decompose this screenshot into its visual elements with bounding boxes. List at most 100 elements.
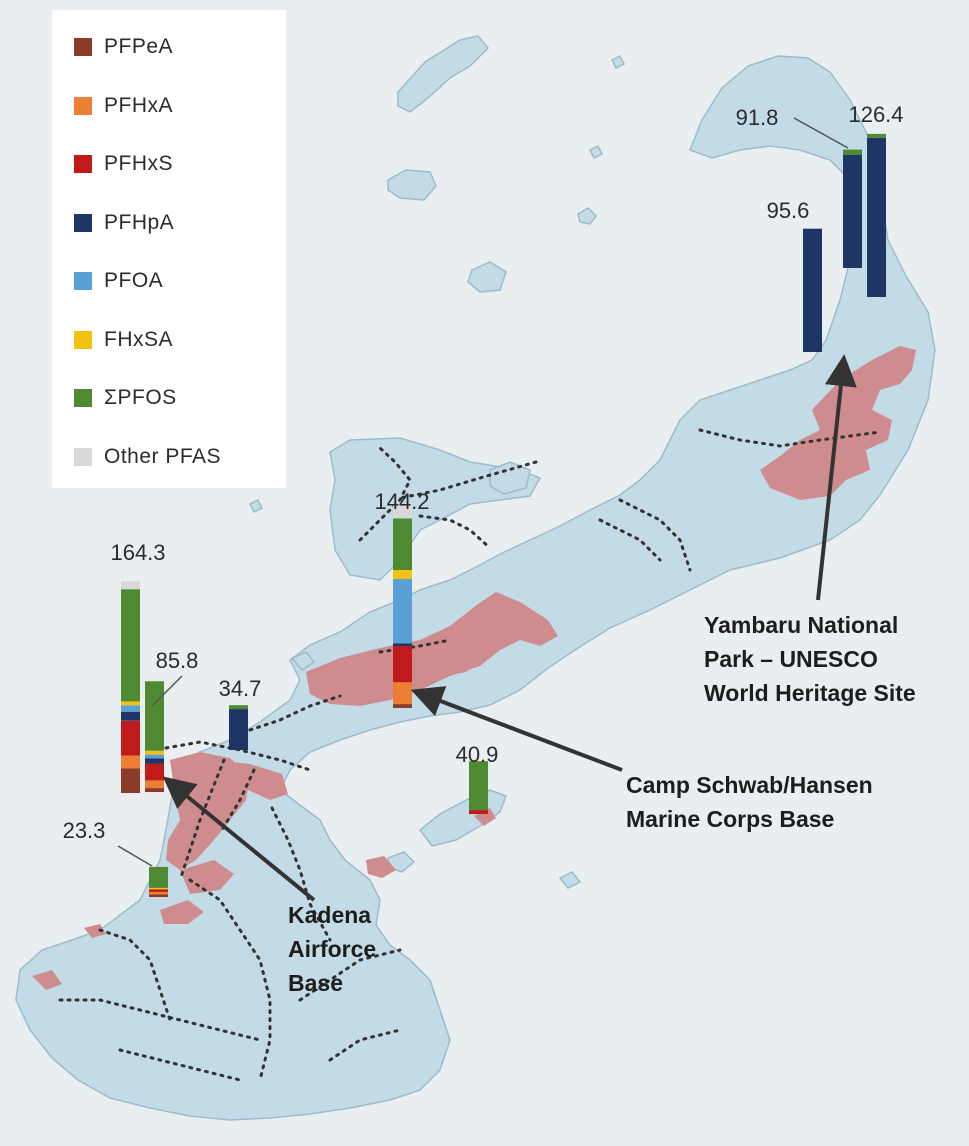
bar-segment-pfos: [121, 589, 140, 702]
label-leader-line: [151, 675, 183, 707]
bar-segment-pfos: [393, 518, 412, 570]
bar-segment-pfhxa: [121, 755, 140, 769]
bar-segment-pfhxs: [149, 889, 168, 892]
bar-segment-pfos: [149, 866, 168, 888]
bar-segment-pfpea: [145, 788, 164, 792]
bar-total-label: 144.2: [374, 489, 429, 514]
label-leader-line: [117, 845, 153, 867]
legend-label: PFHxA: [104, 93, 174, 117]
bar-segment-pfhpa: [393, 643, 412, 647]
bar-total-label: 91.8: [736, 105, 779, 130]
bar-segment-pfpea: [121, 768, 140, 793]
military-area-island: [474, 808, 496, 826]
bar-total-label: 95.6: [767, 198, 810, 223]
label-kadena: Kadena Airforce Base: [288, 902, 377, 996]
legend: PFPeA PFHxA PFHxS PFHpA PFOA FHxSA ΣPFOS Other …: [52, 10, 286, 488]
municipal-boundaries: [58, 428, 882, 1082]
bar-total-label: 40.9: [456, 742, 499, 767]
legend-label: ΣPFOS: [104, 386, 177, 410]
legend-item: PFPeA: [74, 18, 286, 77]
military-area-east-small: [366, 856, 396, 878]
bar-total-label: 85.8: [156, 648, 199, 673]
islet-west-2: [248, 498, 264, 514]
site-bar-85.8: 85.8: [145, 648, 198, 792]
bar-segment-pfhxa: [145, 780, 164, 789]
islet-2: [610, 54, 626, 70]
bar-segment-pfoa: [145, 754, 164, 759]
legend-label: FHxSA: [104, 327, 174, 351]
legend-item: PFOA: [74, 252, 286, 311]
bar-segment-pfoa: [393, 579, 412, 644]
bar-total-label: 126.4: [848, 102, 903, 127]
bar-segment-pfos: [229, 705, 248, 710]
legend-item: FHxSA: [74, 311, 286, 370]
site-bar-126.4: 126.4: [848, 102, 904, 297]
legend-swatch: [74, 447, 92, 466]
island-north-small: [387, 169, 437, 201]
legend-label: PFPeA: [104, 35, 174, 59]
legend-item: Other PFAS: [74, 428, 286, 487]
island-mid: [467, 261, 507, 293]
site-bar-34.7: 34.7: [219, 676, 262, 750]
bar-segment-otherpfas: [393, 505, 412, 519]
bar-segment-pfhpa: [843, 154, 862, 268]
bar-segment-pfhpa: [121, 711, 140, 721]
pfas-bar-charts: 164.3 85.8 34.7 144.2 23.3 40.9 95.6 91.8 126.4: [63, 102, 904, 897]
island-east-3: [558, 871, 582, 889]
bar-segment-pfpea: [393, 704, 412, 708]
legend-swatch: [74, 389, 92, 408]
military-area-schwab: [306, 592, 558, 706]
bar-segment-pfhpa: [867, 137, 886, 297]
bar-segment-pfos: [145, 681, 164, 751]
islet-1: [577, 207, 597, 225]
bar-segment-fhxsa: [145, 750, 164, 755]
island-west-small: [290, 651, 316, 671]
site-bar-164.3: 164.3: [110, 540, 166, 793]
bar-segment-pfhxs: [145, 763, 164, 781]
legend-swatch: [74, 155, 92, 174]
legend-item: ΣPFOS: [74, 369, 286, 428]
bar-segment-pfhxs: [469, 810, 488, 814]
legend-swatch: [74, 272, 92, 291]
site-bar-144.2: 144.2: [374, 489, 430, 708]
bar-segment-pfos: [843, 149, 862, 155]
bar-total-label: 34.7: [219, 676, 262, 701]
legend-label: PFHxS: [104, 152, 174, 176]
legend-item: PFHpA: [74, 194, 286, 253]
military-area-west-small: [84, 924, 106, 938]
military-area-central-1: [216, 760, 288, 800]
bar-segment-pfos: [469, 761, 488, 811]
land-layer: [15, 35, 936, 1121]
bar-total-label: 164.3: [110, 540, 165, 565]
military-area-futenma: [160, 900, 204, 924]
bar-segment-pfhxa: [149, 891, 168, 895]
site-bar-91.8: 91.8: [736, 105, 862, 268]
military-area-south-small: [32, 970, 62, 990]
legend-item: PFHxS: [74, 135, 286, 194]
motobu-peninsula: [329, 437, 542, 581]
arrow-yambaru: [816, 354, 857, 601]
okinawa-main-island: [15, 55, 936, 1121]
bar-segment-pfhxa: [393, 682, 412, 705]
label-yambaru: Yambaru National Park – UNESCO World Her…: [704, 612, 916, 706]
legend-label: Other PFAS: [104, 444, 222, 468]
military-area-central-2: [180, 860, 234, 894]
bar-segment-fhxsa: [149, 888, 168, 890]
label-camp-schwab-hansen: Camp Schwab/Hansen Marine Corps Base: [626, 772, 873, 832]
bar-segment-pfpea: [149, 894, 168, 897]
bar-total-label: 23.3: [63, 818, 106, 843]
island-motobu-east: [489, 461, 531, 495]
site-arrows: [162, 354, 857, 902]
bar-segment-pfos: [867, 133, 886, 138]
label-leader-line: [793, 117, 849, 149]
bar-segment-otherpfas: [121, 581, 140, 590]
legend-swatch: [74, 330, 92, 349]
legend-swatch: [74, 213, 92, 232]
bar-segment-pfhpa: [803, 228, 822, 352]
bar-segment-pfhxs: [393, 646, 412, 683]
legend-label: PFHpA: [104, 210, 175, 234]
bar-segment-pfhpa: [229, 709, 248, 750]
legend-swatch: [74, 38, 92, 57]
